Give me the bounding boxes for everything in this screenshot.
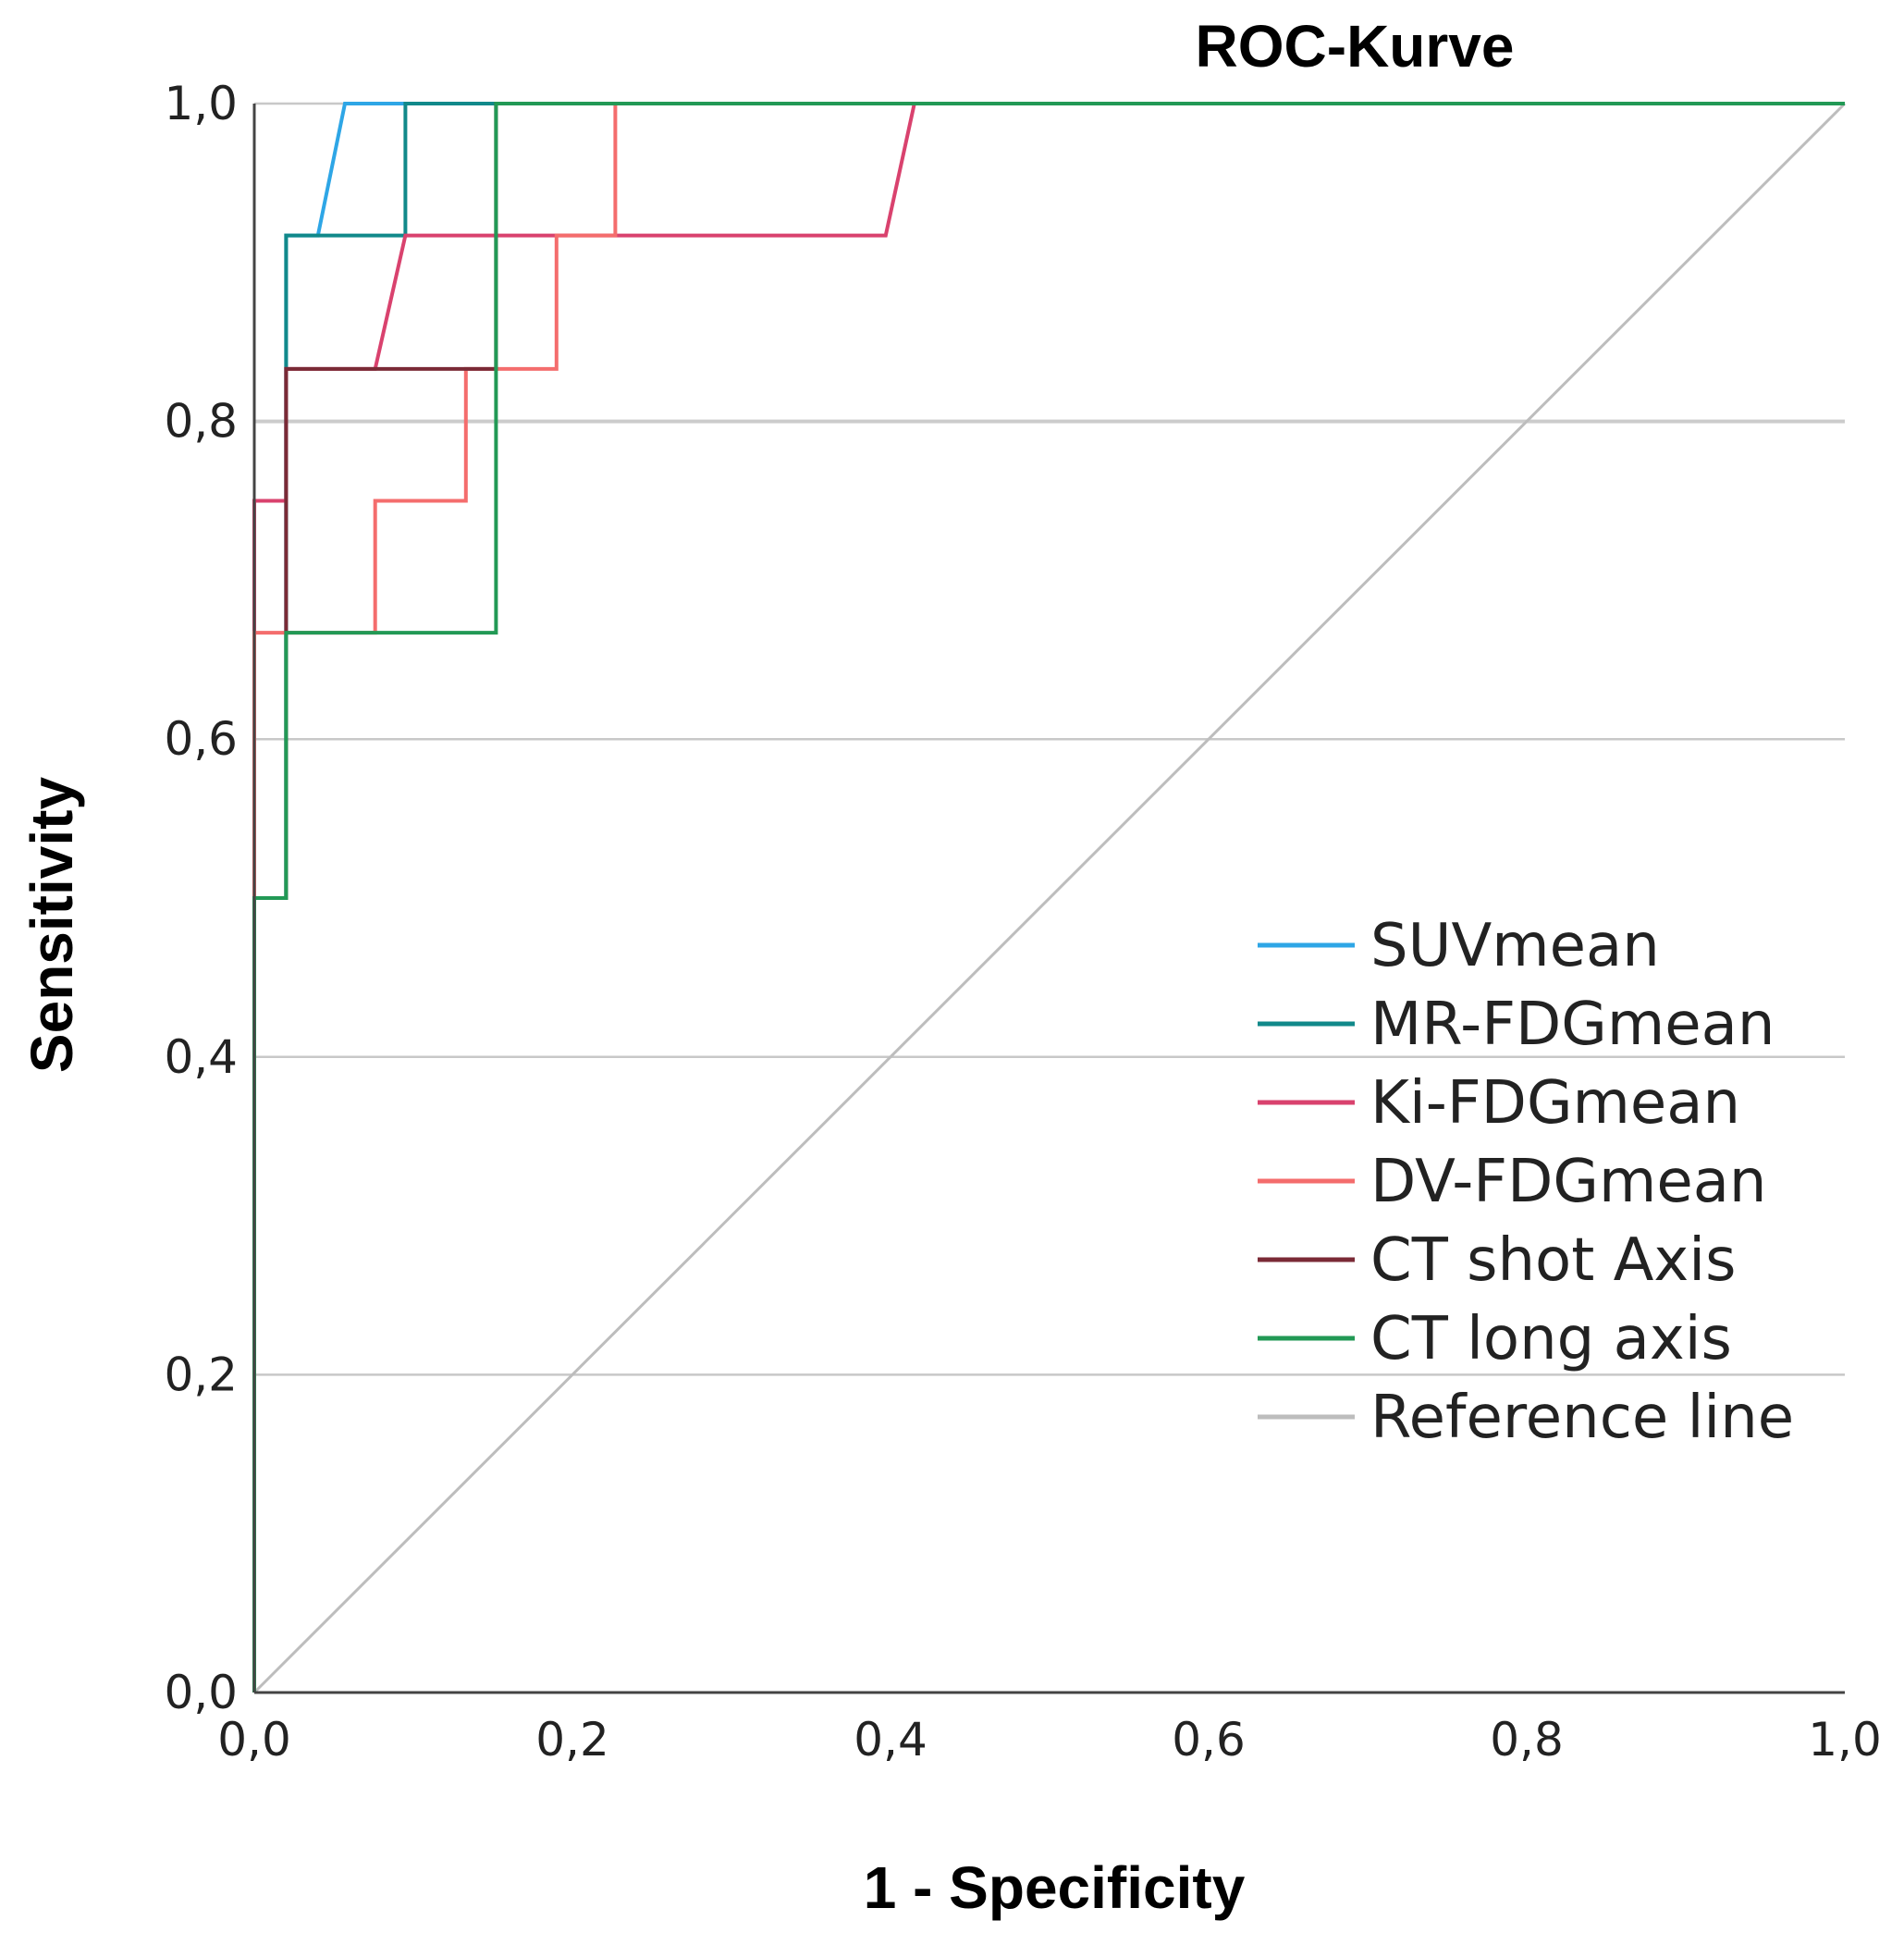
series-line-reference-line — [252, 102, 1847, 1694]
x-tick-label: 0,0 — [217, 1713, 291, 1767]
legend-label-reference-line: Reference line — [1370, 1384, 1794, 1452]
legend-label-ct-long-axis: CT long axis — [1370, 1305, 1732, 1373]
y-tick-label: 0,6 — [164, 712, 238, 766]
chart-title: ROC-Kurve — [1196, 13, 1515, 80]
x-axis-label: 1 - Specificity — [864, 1854, 1246, 1921]
y-tick-label: 1,0 — [164, 77, 238, 130]
y-axis-label: Sensitivity — [18, 777, 85, 1074]
x-tick-label: 0,6 — [1172, 1713, 1246, 1767]
reference-layer — [252, 102, 1847, 1694]
legend-label-dv-fdgmean: DV-FDGmean — [1370, 1148, 1766, 1216]
axes — [252, 104, 1845, 1694]
y-tick-label: 0,0 — [164, 1666, 238, 1719]
legend-label-suvmean: SUVmean — [1370, 912, 1660, 980]
x-tick-label: 0,8 — [1490, 1713, 1564, 1767]
x-tick-label: 0,4 — [854, 1713, 927, 1767]
legend-label-ki-fdgmean: Ki-FDGmean — [1370, 1069, 1740, 1138]
y-tick-label: 0,2 — [164, 1348, 238, 1401]
x-tick-label: 0,2 — [535, 1713, 609, 1767]
legend-label-ct-shot-axis: CT shot Axis — [1370, 1226, 1736, 1295]
legend-label-mr-fdgmean: MR-FDGmean — [1370, 991, 1775, 1059]
y-tick-label: 0,4 — [164, 1030, 238, 1084]
y-tick-label: 0,8 — [164, 395, 238, 449]
tick-labels: 0,0 0,2 0,4 0,6 0,8 1,0 0,0 0,2 0,4 0,6 0,8 1,0 — [164, 77, 1881, 1767]
legend: SUVmean MR-FDGmean Ki-FDGmean DV-FDGmean CT … — [1258, 912, 1794, 1452]
gridlines — [254, 102, 1845, 1376]
x-tick-label: 1,0 — [1808, 1713, 1882, 1767]
